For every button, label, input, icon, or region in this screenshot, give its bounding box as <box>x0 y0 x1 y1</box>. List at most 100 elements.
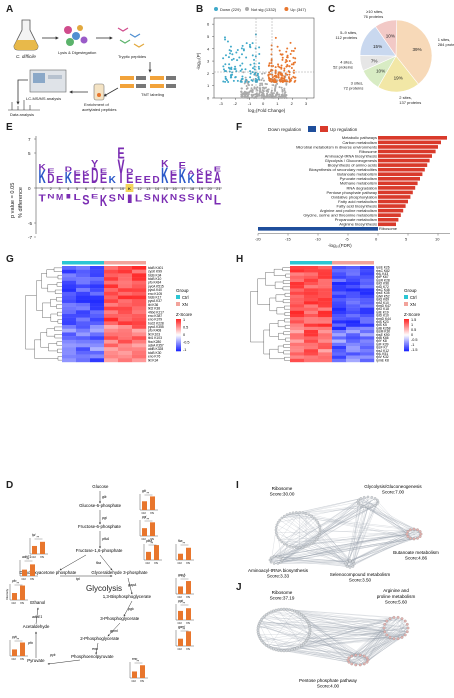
volcano-point-down <box>222 57 224 59</box>
heatmap-cell <box>360 336 374 339</box>
heatmap-zscore-title: Z-Score <box>404 312 421 317</box>
minibar-group-label: XN <box>186 647 190 651</box>
heatmap-cell <box>332 298 346 301</box>
volcano-point-down <box>244 68 246 70</box>
dendrogram-branch <box>274 269 286 275</box>
network-node <box>354 664 357 667</box>
heatmap-cell <box>62 266 76 270</box>
network-node <box>389 617 392 620</box>
heatmap-cell <box>132 307 146 311</box>
volcano-point-down <box>249 44 251 46</box>
enrich-bar-up <box>378 213 401 217</box>
heatmap-cell <box>104 358 118 362</box>
enzyme-label: pfkA <box>101 537 110 541</box>
volcano-point-down <box>241 68 243 70</box>
network-cluster-score: Score:7.00 <box>382 490 405 495</box>
network-node <box>309 627 312 630</box>
heatmap-cell <box>346 308 360 311</box>
volcano-point-up <box>281 74 283 76</box>
heatmap-cell <box>90 273 104 277</box>
minibar-group-label: XN <box>150 511 154 515</box>
metabolite-label: Ethanol <box>30 600 45 605</box>
volcano-point-up <box>277 65 279 67</box>
metabolite-label: Pyruvate <box>27 658 45 663</box>
minibar-ctrl <box>178 586 183 594</box>
pie-outer-label-proteins: 137 proteins <box>399 100 421 105</box>
heatmap-cell <box>360 314 374 317</box>
volcano-point-notsig <box>259 83 261 85</box>
heatmap-cell <box>332 356 346 359</box>
heatmap-cell <box>332 352 346 355</box>
heatmap-cell <box>132 358 146 362</box>
volcano-point-notsig <box>242 71 244 73</box>
minibar-group-label: Ctrl <box>132 679 137 683</box>
dendrogram-branch <box>55 290 62 294</box>
heatmap-cell <box>346 346 360 349</box>
volcano-point-notsig <box>245 77 247 79</box>
dendrogram-branch <box>42 303 50 318</box>
minibar-enzyme: tpi <box>32 533 36 537</box>
dendrogram-branch <box>55 334 62 338</box>
heatmap-cell <box>104 266 118 270</box>
pie-pct-label: 10% <box>376 68 385 73</box>
minibar-xn <box>20 642 25 656</box>
volcano-point-notsig <box>282 95 284 97</box>
motif-down-letter: K <box>100 193 108 210</box>
minibar-group-label: XN <box>20 601 24 605</box>
heatmap-cell <box>118 299 132 303</box>
volcano-point-notsig <box>251 87 253 89</box>
heatmap-cell <box>332 340 346 343</box>
heatmap-cell <box>132 288 146 292</box>
enrich-bar-up <box>378 145 438 149</box>
heatmap-cell <box>76 355 90 359</box>
motif-position-number: 10 <box>120 186 125 191</box>
network-node <box>280 608 283 611</box>
heatmap-cell <box>62 336 76 340</box>
volcano-point-up <box>275 66 277 68</box>
motif-down-letter: T <box>39 194 46 205</box>
heatmap-cell <box>90 340 104 344</box>
heatmap-cell <box>318 340 332 343</box>
network-cluster-score: Score:5.60 <box>385 600 408 605</box>
enrich-category-label: Arginine biosynthesis <box>339 222 377 227</box>
heatmap-cell <box>290 346 304 349</box>
enrich-bar-up <box>378 159 430 163</box>
network-node <box>367 506 369 508</box>
network-node <box>283 608 286 611</box>
minibar-group-label: XN <box>30 577 34 581</box>
heatmap-cell <box>90 318 104 322</box>
enzyme-label: gpmI <box>110 629 118 633</box>
heatmap-cell <box>76 288 90 292</box>
network-node <box>366 657 369 660</box>
heatmap-cell <box>90 277 104 281</box>
network-edge <box>353 507 368 566</box>
minibar-xn <box>30 564 35 576</box>
network-node <box>308 514 310 516</box>
heatmap-cell <box>346 298 360 301</box>
volcano-point-up <box>280 78 282 80</box>
heatmap-cell <box>118 314 132 318</box>
volcano-xtick: -3 <box>219 101 223 106</box>
network-node <box>350 655 353 658</box>
dendrogram-branch <box>283 287 290 290</box>
flask-icon <box>14 20 38 50</box>
heatmap-cell <box>104 321 118 325</box>
minibar-enzyme: eno <box>132 657 138 661</box>
network-node <box>280 557 282 559</box>
heatmap-cell <box>62 303 76 307</box>
heatmap-colorbar-step <box>404 350 409 351</box>
volcano-point-down <box>222 65 224 67</box>
heatmap-cell <box>304 276 318 279</box>
network-node <box>317 521 319 523</box>
network-edge <box>368 507 418 530</box>
heatmap-cell <box>304 356 318 359</box>
minibar-xn <box>154 545 159 560</box>
volcano-point-up <box>286 64 288 66</box>
heatmap-group-label: XN <box>182 302 188 307</box>
volcano-point-down <box>239 65 241 67</box>
network-node <box>286 544 288 546</box>
heatmap-cell <box>290 279 304 282</box>
enrich-bar-up <box>378 150 436 154</box>
volcano-point-up <box>292 76 294 78</box>
